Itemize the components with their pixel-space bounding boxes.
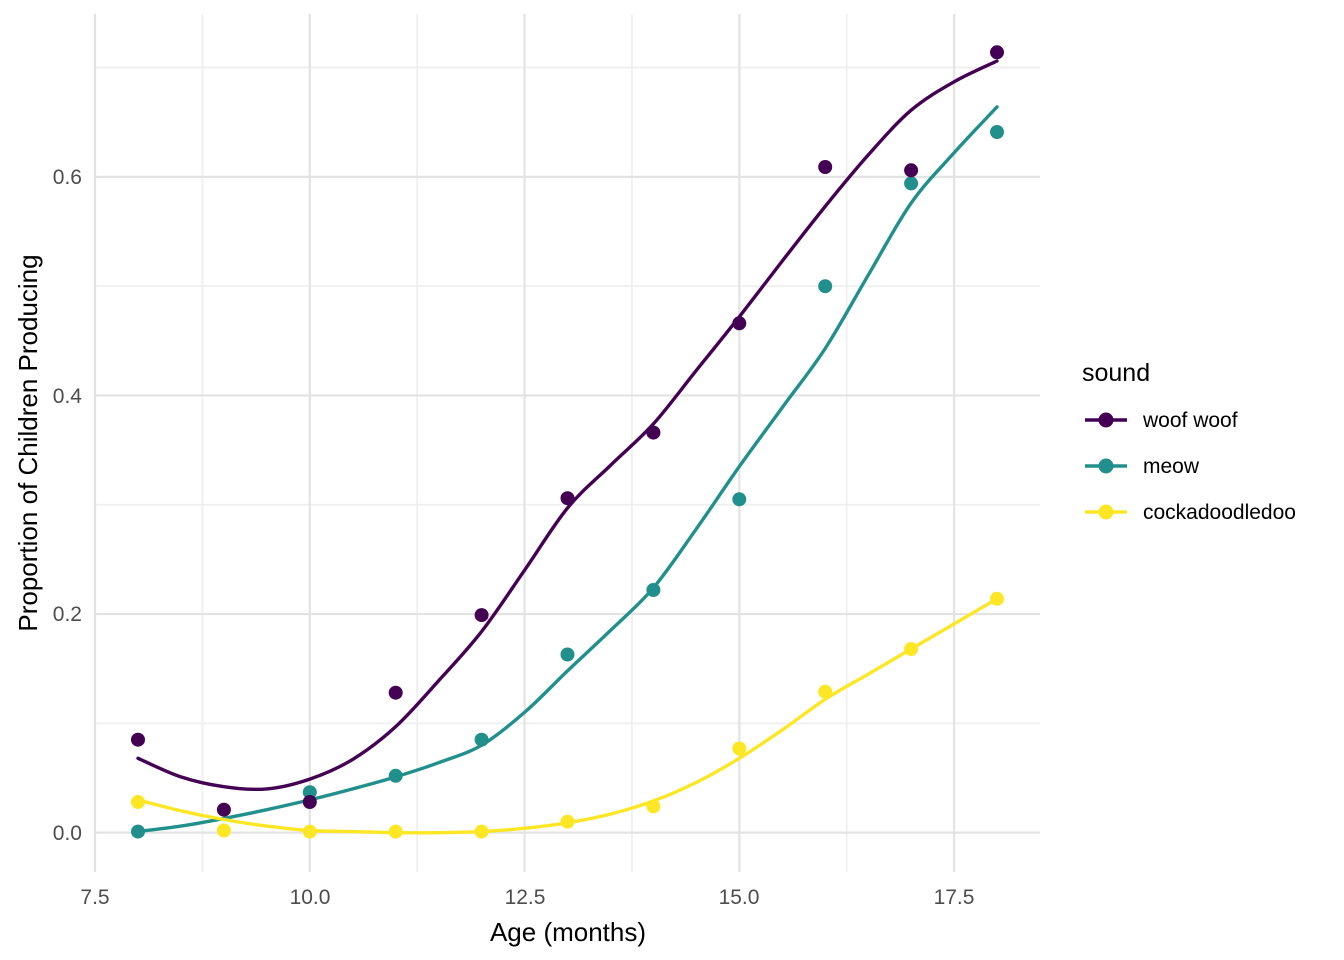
y-tick-label-0.6: 0.6 xyxy=(53,166,82,189)
point-cockadoodledoo xyxy=(904,642,919,656)
point-cockadoodledoo xyxy=(732,741,747,756)
y-tick-label-0.2: 0.2 xyxy=(53,603,82,626)
point-woof-woof xyxy=(302,795,317,809)
point-cockadoodledoo xyxy=(216,823,231,838)
legend-label-meow: meow xyxy=(1143,455,1200,478)
y-tick-label-0.0: 0.0 xyxy=(53,822,82,845)
point-meow xyxy=(388,768,403,783)
x-tick-label-7.5: 7.5 xyxy=(80,886,109,909)
point-meow xyxy=(818,279,833,294)
legend-key-woof-woof xyxy=(1085,412,1127,428)
point-woof-woof xyxy=(131,732,145,747)
point-cockadoodledoo xyxy=(302,824,317,839)
point-cockadoodledoo xyxy=(646,799,661,814)
point-meow xyxy=(904,176,919,191)
point-cockadoodledoo xyxy=(131,795,145,809)
legend-key-meow xyxy=(1085,458,1127,474)
x-tick-label-12.5: 12.5 xyxy=(505,886,546,909)
point-woof-woof xyxy=(388,685,403,700)
point-woof-woof xyxy=(560,491,575,506)
point-woof-woof xyxy=(732,316,747,331)
point-woof-woof xyxy=(646,425,661,440)
point-woof-woof xyxy=(216,802,231,817)
point-cockadoodledoo xyxy=(818,684,833,699)
smooth-line-cockadoodledoo xyxy=(136,597,999,835)
point-woof-woof xyxy=(904,163,919,178)
point-meow xyxy=(990,125,1004,139)
point-woof-woof xyxy=(990,45,1004,60)
point-meow xyxy=(560,647,575,662)
point-cockadoodledoo xyxy=(560,814,575,829)
plot-panel xyxy=(93,14,1040,872)
point-meow xyxy=(131,824,145,839)
y-tick-label-0.4: 0.4 xyxy=(53,385,83,408)
legend-label-woof-woof: woof woof xyxy=(1142,409,1238,432)
legend-label-cockadoodledoo: cockadoodledoo xyxy=(1143,501,1296,524)
point-cockadoodledoo xyxy=(990,591,1004,606)
x-axis-title: Age (months) xyxy=(490,917,646,947)
legend-key-dot-icon xyxy=(1098,504,1114,520)
legend-title: sound xyxy=(1082,359,1150,387)
x-tick-label-17.5: 17.5 xyxy=(934,886,975,909)
point-meow xyxy=(646,583,661,597)
point-meow xyxy=(474,732,489,747)
smooth-line-woof-woof xyxy=(136,59,999,792)
legend-key-cockadoodledoo xyxy=(1085,504,1127,520)
smooth-line-meow xyxy=(136,105,999,834)
point-cockadoodledoo xyxy=(474,824,489,839)
point-meow xyxy=(302,785,317,800)
y-axis-title: Proportion of Children Producing xyxy=(13,254,43,631)
x-tick-label-10.0: 10.0 xyxy=(290,886,331,909)
point-meow xyxy=(732,492,747,507)
legend-key-dot-icon xyxy=(1098,412,1114,428)
x-tick-label-15.0: 15.0 xyxy=(719,886,760,909)
point-woof-woof xyxy=(474,608,489,623)
point-cockadoodledoo xyxy=(388,824,403,839)
legend: sound woof woof meow cockadoodledoo xyxy=(1082,359,1296,524)
legend-key-dot-icon xyxy=(1098,458,1114,474)
point-woof-woof xyxy=(818,160,833,174)
